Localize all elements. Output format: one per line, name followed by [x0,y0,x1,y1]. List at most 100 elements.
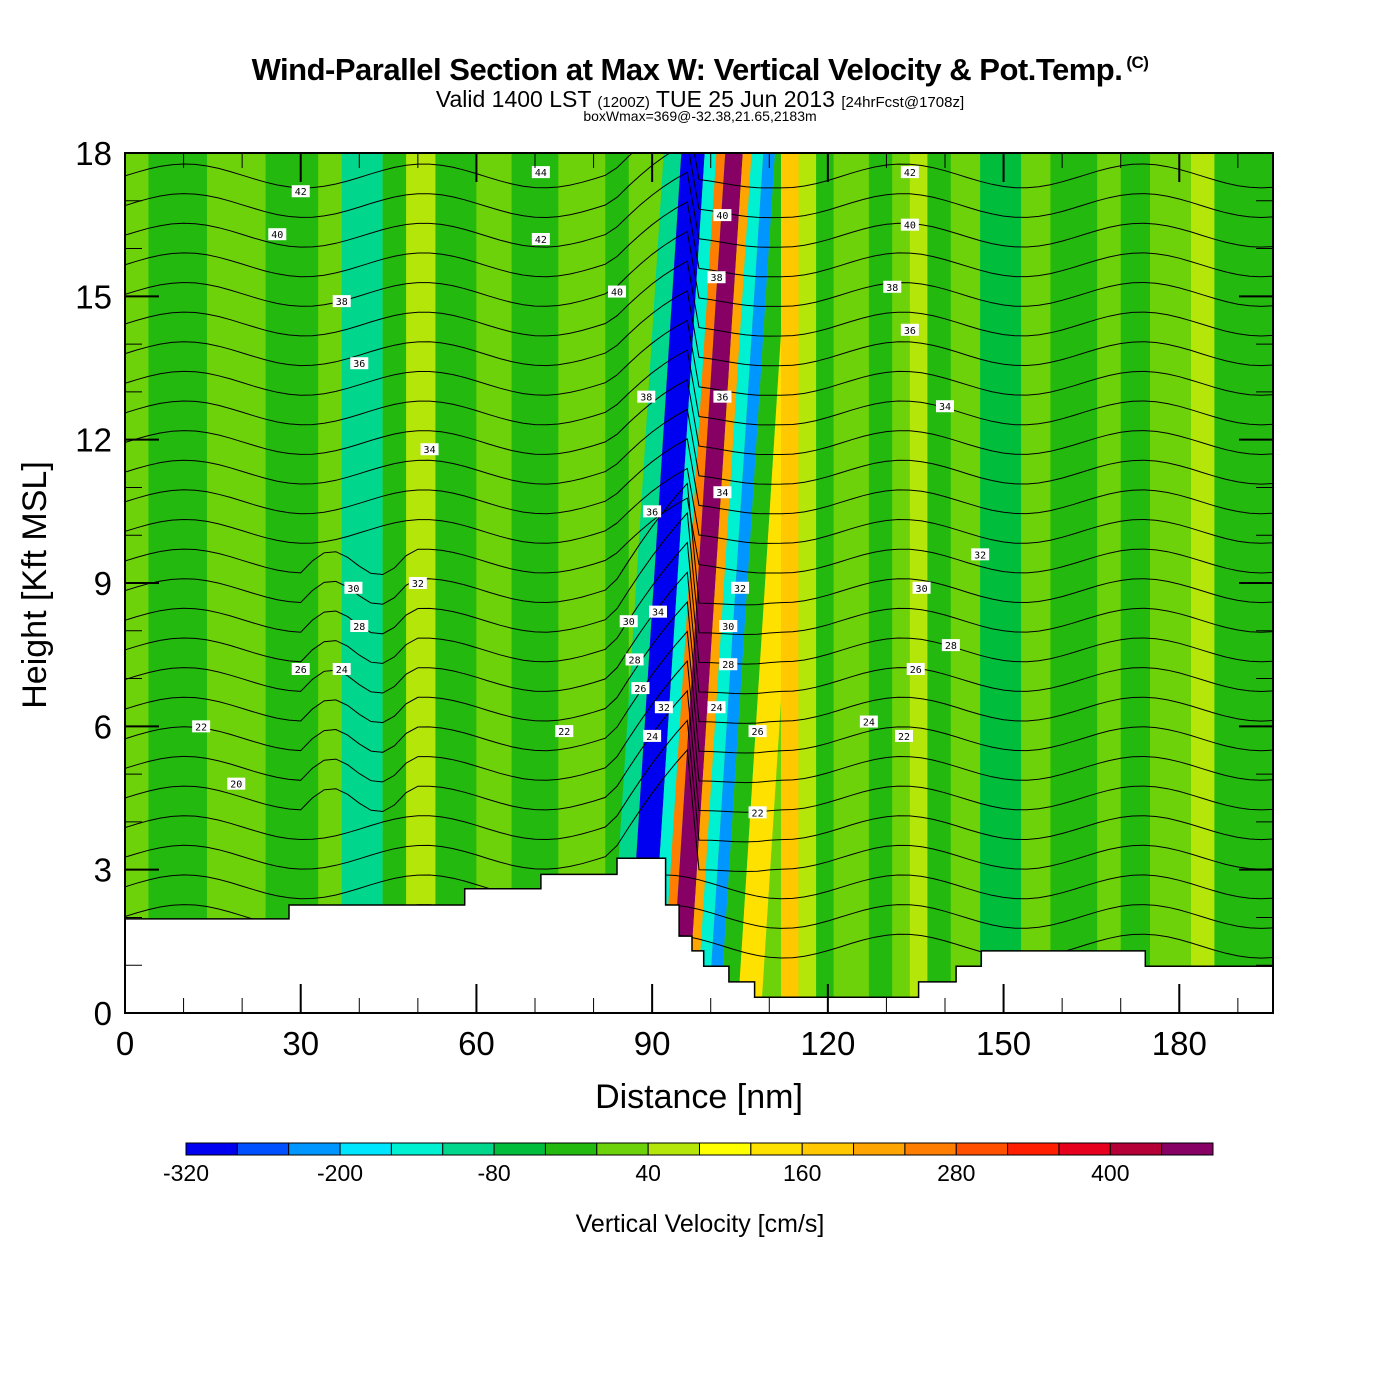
contour-label: 38 [332,295,351,308]
x-tick-label: 30 [282,1025,319,1062]
w-band [1191,153,1215,1013]
contour-label-text: 30 [623,617,635,628]
isentrope-line [125,201,1273,278]
contour-label: 20 [227,777,246,791]
colorbar-swatch [904,1142,957,1156]
w-band [798,153,817,1013]
contour-label: 38 [637,390,656,404]
w-band [781,153,799,1013]
colorbar-swatch [1007,1142,1060,1156]
colorbar-title: Vertical Velocity [cm/s] [576,1210,825,1238]
y-tick-label: 9 [94,565,112,602]
colorbar-swatch [1058,1142,1111,1156]
terrain-profile [125,857,1273,1013]
w-band [318,153,342,1013]
w-band [816,153,834,1013]
contour-label: 38 [707,271,726,284]
x-tick-label: 120 [800,1025,855,1062]
isentrope-line [125,290,1273,367]
contour-label: 22 [895,729,913,743]
colorbar-tick-label: -320 [163,1160,209,1186]
isentrope-line [125,408,1273,485]
contour-label: 26 [748,725,767,738]
contour-label: 36 [900,323,919,337]
contour-label-text: 42 [904,168,916,179]
colorbar-swatch [339,1142,392,1156]
contour-label-text: 40 [904,221,916,232]
contour-label-text: 30 [916,584,928,595]
contour-label-text: 22 [558,727,570,738]
contour-label: 28 [625,653,644,666]
contour-label-text: 32 [412,579,424,590]
contour-label-text: 40 [611,288,623,299]
colorbar-swatch [1161,1142,1214,1156]
valid-date: TUE 25 Jun 2013 [655,86,835,112]
contour-label: 22 [748,806,767,819]
contour-label-text: 44 [535,168,547,179]
contour-labels: 42 40 38 36 34 44 42 40 38 36 34 32 30 28 26 24 40 38 36 34… [192,166,990,819]
isentrope-line [125,378,1273,456]
colorbar-tick-label: 40 [635,1160,661,1186]
contour-label-text: 28 [945,641,957,652]
contour-label-text: 28 [353,622,365,633]
contour-label-text: 32 [658,703,670,714]
contour-label: 30 [719,620,738,633]
contour-label: 26 [631,682,650,695]
contour-label: 22 [192,720,211,733]
contour-label: 30 [619,615,638,628]
contour-label: 38 [883,280,902,294]
w-band [1021,153,1051,1013]
contour-label-text: 34 [652,608,664,619]
contour-label: 42 [531,233,550,246]
contour-label-text: 32 [974,550,986,561]
contour-label: 26 [906,663,925,676]
isentrope-line [125,571,1273,695]
contour-label-text: 36 [904,326,916,337]
w-band [950,153,981,1013]
w-band [649,153,717,1013]
contour-label-text: 26 [295,665,307,676]
colorbar-swatch [596,1142,649,1156]
isentrope-line [125,497,1273,576]
contour-label-text: 30 [347,584,359,595]
isentrope-line [125,319,1273,396]
contour-label: 24 [859,715,878,729]
w-band [148,153,207,1013]
colorbar-swatch [236,1142,290,1156]
contour-label-text: 20 [230,780,242,791]
x-tick-label: 150 [976,1025,1031,1062]
contour-label-text: 22 [898,732,910,743]
contour-label: 32 [654,701,673,714]
isentrope-line [125,600,1273,724]
colorbar-swatch [442,1142,495,1156]
w-band [558,153,606,1013]
contour-label-text: 40 [716,211,728,222]
contour-label-text: 26 [910,665,922,676]
contour-label-text: 24 [863,718,875,729]
contour-label: 34 [936,400,954,413]
contour-label: 34 [713,486,732,499]
w-band [868,153,893,1013]
contour-label: 34 [649,605,667,619]
contour-label-text: 36 [353,359,365,370]
contour-label: 24 [707,701,726,714]
contour-label-text: 26 [634,684,646,695]
contour-label: 42 [291,185,310,198]
w-band [980,153,1022,1013]
x-tick-label: 90 [634,1025,671,1062]
chart-subtitle: Valid 1400 LST (1200Z) TUE 25 Jun 2013 [… [0,86,1400,113]
w-band [1150,153,1191,1013]
contour-label: 40 [268,228,287,241]
isentrope-line [125,260,1273,337]
w-band [1050,153,1098,1013]
contour-label: 32 [408,577,427,590]
contour-label-text: 36 [646,507,658,518]
colorbar-tick-label: 280 [937,1160,975,1186]
y-tick-label: 12 [75,422,112,459]
contour-label-text: 22 [195,722,207,733]
contour-label: 30 [344,581,363,595]
contour-label-text: 32 [734,584,746,595]
contour-label-text: 42 [295,187,307,198]
y-tick-label: 18 [75,135,112,172]
contour-label: 40 [608,285,626,299]
